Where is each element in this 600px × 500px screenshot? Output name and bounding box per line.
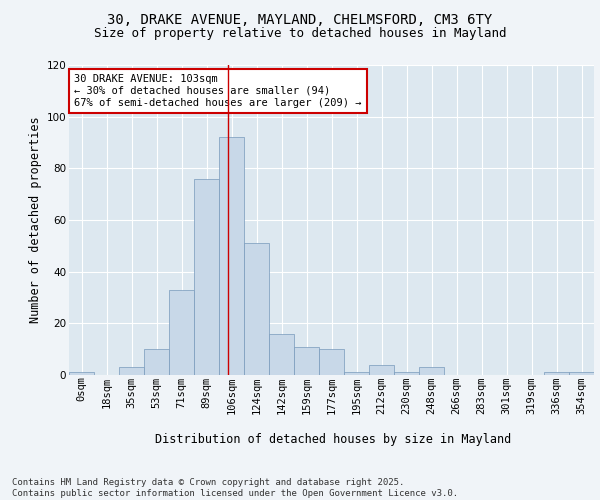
Bar	[569, 372, 594, 375]
Bar	[394, 372, 419, 375]
Text: Contains HM Land Registry data © Crown copyright and database right 2025.
Contai: Contains HM Land Registry data © Crown c…	[12, 478, 458, 498]
Bar	[419, 367, 444, 375]
Bar	[294, 346, 319, 375]
Bar	[219, 138, 244, 375]
Text: 30 DRAKE AVENUE: 103sqm
← 30% of detached houses are smaller (94)
67% of semi-de: 30 DRAKE AVENUE: 103sqm ← 30% of detache…	[74, 74, 362, 108]
Bar	[169, 290, 194, 375]
Text: Distribution of detached houses by size in Mayland: Distribution of detached houses by size …	[155, 432, 511, 446]
Bar	[119, 367, 144, 375]
Bar	[344, 372, 369, 375]
Bar	[194, 178, 219, 375]
Bar	[244, 244, 269, 375]
Bar	[269, 334, 294, 375]
Y-axis label: Number of detached properties: Number of detached properties	[29, 116, 43, 324]
Bar	[544, 372, 569, 375]
Bar	[144, 349, 169, 375]
Bar	[319, 349, 344, 375]
Bar	[69, 372, 94, 375]
Text: Size of property relative to detached houses in Mayland: Size of property relative to detached ho…	[94, 28, 506, 40]
Bar	[369, 364, 394, 375]
Text: 30, DRAKE AVENUE, MAYLAND, CHELMSFORD, CM3 6TY: 30, DRAKE AVENUE, MAYLAND, CHELMSFORD, C…	[107, 12, 493, 26]
